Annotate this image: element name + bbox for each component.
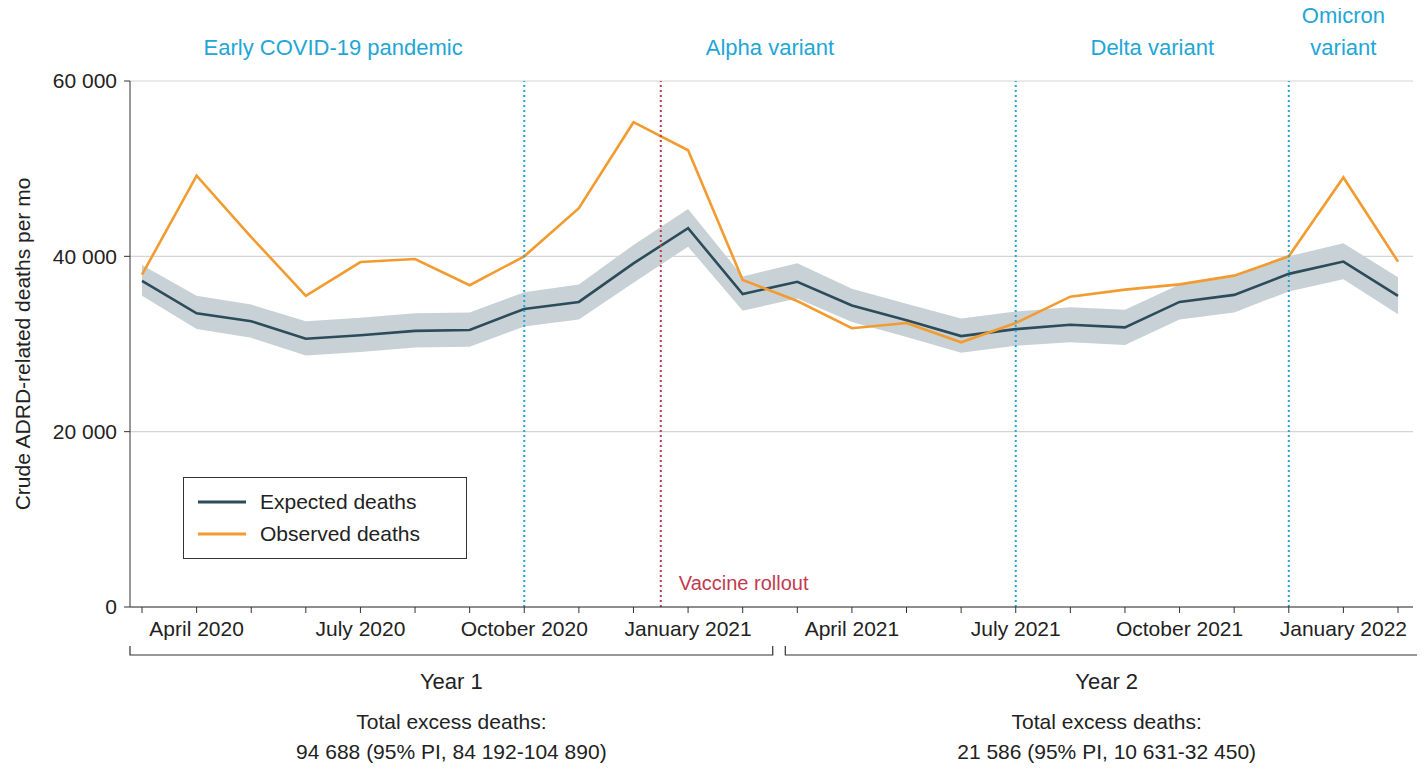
svg-text:Crude ADRD-related deaths per: Crude ADRD-related deaths per mo — [11, 178, 34, 511]
svg-text:40 000: 40 000 — [53, 245, 117, 268]
svg-text:April 2020: April 2020 — [149, 617, 244, 640]
svg-text:Total excess deaths:: Total excess deaths: — [356, 710, 546, 733]
svg-text:Total excess deaths:: Total excess deaths: — [1012, 710, 1202, 733]
svg-text:Year 2: Year 2 — [1075, 669, 1138, 694]
svg-text:Early COVID-19 pandemic: Early COVID-19 pandemic — [204, 35, 463, 60]
svg-text:94 688 (95% PI, 84 192-104 890: 94 688 (95% PI, 84 192-104 890) — [296, 740, 607, 763]
svg-text:October 2020: October 2020 — [461, 617, 588, 640]
svg-text:April 2021: April 2021 — [805, 617, 900, 640]
svg-text:July 2020: July 2020 — [315, 617, 405, 640]
svg-text:October 2021: October 2021 — [1116, 617, 1243, 640]
svg-text:January 2022: January 2022 — [1280, 617, 1407, 640]
svg-text:Alpha variant: Alpha variant — [706, 35, 834, 60]
svg-text:July 2021: July 2021 — [971, 617, 1061, 640]
svg-text:60 000: 60 000 — [53, 69, 117, 92]
svg-text:21 586 (95% PI, 10 631-32 450): 21 586 (95% PI, 10 631-32 450) — [957, 740, 1256, 763]
html-text:Observed deaths: Observed deaths — [260, 522, 420, 545]
svg-text:Delta variant: Delta variant — [1091, 35, 1215, 60]
svg-text:0: 0 — [105, 595, 117, 618]
html-text:Expected deaths: Expected deaths — [260, 490, 417, 513]
svg-text:Omicronvariant: Omicronvariant — [1302, 8, 1385, 60]
svg-text:January 2021: January 2021 — [624, 617, 751, 640]
svg-text:Vaccine rollout: Vaccine rollout — [679, 572, 809, 594]
svg-text:Year 1: Year 1 — [420, 669, 483, 694]
svg-text:20 000: 20 000 — [53, 420, 117, 443]
